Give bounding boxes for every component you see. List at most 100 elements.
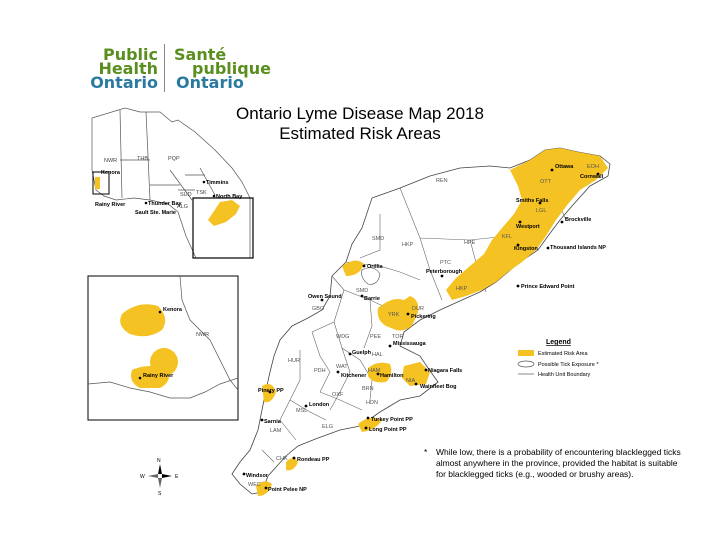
place-cornwall: Cornwall	[580, 174, 604, 180]
risk-niagara	[402, 362, 430, 386]
unit-sud: SUD	[180, 192, 192, 198]
dot-north-bay	[212, 194, 216, 198]
dot-barrie	[360, 294, 364, 298]
unit-smd: SMD	[372, 236, 384, 242]
unit-gbo: GBO	[312, 306, 325, 312]
unit-hkp-south: HKP	[456, 286, 468, 292]
unit-thb: THB	[137, 156, 148, 162]
place-pinery: Pinery PP	[258, 388, 284, 394]
logo-divider	[164, 44, 165, 92]
dot-london	[304, 404, 308, 408]
inset-risk-areas	[95, 177, 240, 226]
unit-smd-south: SMD	[356, 288, 368, 294]
dot-prince-edward	[516, 284, 520, 288]
risk-point-pelee	[256, 481, 272, 496]
dot-windsor	[242, 472, 246, 476]
map-title-line1: Ontario Lyme Disease Map 2018	[236, 104, 484, 123]
southern-ontario: EOH OTT LGL KFL HPE HKP HKP REN PTC SMD …	[231, 147, 611, 496]
unit-yrk: YRK	[388, 312, 400, 318]
risk-eastern-corridor	[446, 148, 608, 300]
place-orillia: Orillia	[367, 264, 384, 270]
unit-mbl: MSL	[296, 408, 307, 414]
inset-risk-southeast	[208, 200, 240, 226]
footnote-text: While low, there is a probability of enc…	[436, 447, 681, 479]
place-barrie: Barrie	[364, 296, 380, 302]
place-thousand-islands: Thousand Islands NP	[550, 245, 606, 251]
risk-hamilton	[368, 362, 392, 383]
unit-wdg: WDG	[336, 334, 349, 340]
unit-hal: HAL	[372, 352, 383, 358]
legend-label-boundary: Health Unit Boundary	[538, 372, 591, 378]
dot-owen-sound	[320, 298, 324, 302]
risk-kenora	[120, 304, 166, 337]
unit-ott: OTT	[540, 179, 552, 185]
dot-brockville	[560, 220, 564, 224]
risk-long-point	[358, 417, 382, 432]
inset-southern-box	[192, 197, 254, 259]
place-point-pelee: Point Pelee NP	[268, 487, 307, 493]
lake-simcoe	[361, 267, 381, 285]
unit-ren: REN	[436, 178, 448, 184]
southern-risk-areas	[256, 148, 608, 496]
dot-guelph	[348, 352, 352, 356]
logo-fr-line3: Ontario	[176, 73, 244, 92]
dot-point-pelee	[264, 486, 268, 490]
compass-arrow-north	[158, 464, 162, 474]
dot-rondeau	[292, 456, 296, 460]
kenora-zoom-box	[87, 275, 239, 421]
unit-nia: NIA	[406, 378, 416, 384]
place-westport: Westport	[516, 224, 540, 230]
dot-pinery	[268, 390, 272, 394]
dot-niagara-falls	[424, 368, 428, 372]
map-title: Ontario Lyme Disease Map 2018 Estimated …	[230, 104, 490, 144]
unit-oxf: OXF	[332, 392, 344, 398]
unit-pdh: PDH	[314, 368, 326, 374]
unit-pqp: PQP	[168, 156, 180, 162]
unit-lgl: LGL	[536, 208, 546, 214]
place-mississauga: Mississauga	[393, 341, 427, 347]
legend-label-possible: Possible Tick Exposure *	[538, 362, 599, 368]
legend-swatch-possible	[517, 360, 535, 368]
dot-pickering	[406, 312, 410, 316]
dot-rainy-river	[138, 376, 142, 380]
dot-westport	[518, 220, 522, 224]
place-guelph: Guelph	[352, 350, 372, 356]
dot-wainfleet	[414, 382, 418, 386]
place-london: London	[309, 402, 330, 408]
place-timmins: Timmins	[206, 180, 229, 186]
inset-boundaries	[119, 109, 216, 201]
unit-hpe: HPE	[464, 240, 476, 246]
place-kingston: Kingston	[514, 246, 538, 252]
logo-en-line3: Ontario	[90, 73, 158, 92]
unit-wat: WAT	[336, 364, 348, 370]
dot-long-point	[364, 426, 368, 430]
compass-e: E	[175, 474, 179, 480]
dot-thousand-islands	[546, 246, 550, 250]
compass-arrow-west	[148, 474, 158, 478]
compass-w: W	[140, 474, 145, 480]
logo-fr-line1: Santé	[174, 45, 227, 64]
unit-elg: ELG	[322, 424, 333, 430]
risk-smiths-falls	[532, 192, 556, 211]
compass-arrow-east	[162, 474, 172, 478]
place-rondeau: Rondeau PP	[297, 457, 330, 463]
unit-nwr-zoom: NWR	[196, 332, 209, 338]
compass-n: N	[157, 458, 161, 464]
place-owen-sound: Owen Sound	[308, 294, 342, 300]
unit-ham: HAM	[368, 368, 381, 374]
footnote-marker: *	[424, 447, 428, 457]
compass-arrow-south	[158, 478, 162, 488]
place-ottawa: Ottawa	[555, 164, 574, 170]
dot-cornwall	[596, 172, 600, 176]
place-smiths-falls: Smiths Falls	[516, 198, 548, 204]
logo-french: Santé publique Ontario	[174, 45, 284, 92]
legend-swatch-risk	[518, 350, 534, 356]
logo-fr-line2: publique	[192, 59, 271, 78]
dot-sarnia	[260, 418, 264, 422]
inset-kenora-box	[92, 171, 110, 195]
compass-s: S	[158, 491, 162, 497]
unit-chk: CHK	[276, 456, 288, 462]
unit-lam: LAM	[270, 428, 282, 434]
unit-hdn: HDN	[366, 400, 378, 406]
kenora-zoom-boundary	[179, 275, 239, 391]
